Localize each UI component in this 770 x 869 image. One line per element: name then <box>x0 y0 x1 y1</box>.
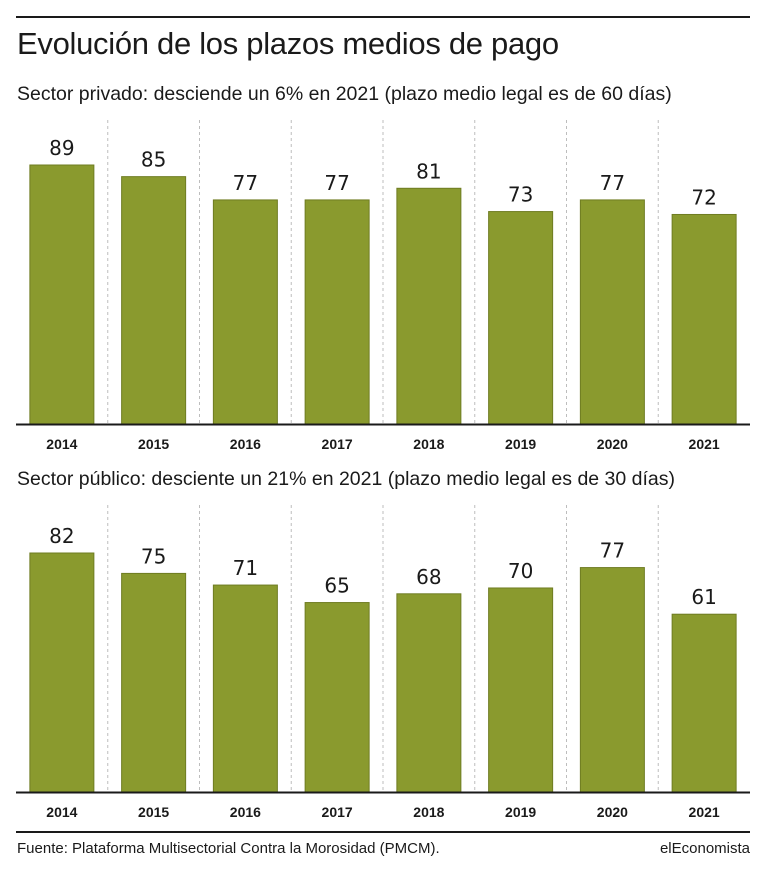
public-sector-subtitle: Sector público: desciente un 21% en 2021… <box>17 468 676 490</box>
private-data-label-2015: 85 <box>141 148 166 172</box>
public-data-label-2020: 77 <box>600 539 625 563</box>
public-bar-2020 <box>579 567 645 793</box>
brand-logo-text: elEconomista <box>659 840 750 857</box>
private-tick-label-2020: 2020 <box>597 436 628 452</box>
public-data-label-2014: 82 <box>49 524 74 548</box>
public-data-label-2016: 71 <box>233 556 258 580</box>
private-data-label-2019: 73 <box>508 183 533 207</box>
public-tick-label-2015: 2015 <box>138 804 169 820</box>
private-bar-2014 <box>29 164 95 425</box>
private-tick-label-2015: 2015 <box>138 436 169 452</box>
footer-rule <box>16 831 750 833</box>
private-tick-label-2017: 2017 <box>322 436 353 452</box>
public-bar-2019 <box>488 587 554 793</box>
private-bar-2015 <box>121 176 187 425</box>
public-tick-label-2021: 2021 <box>689 804 720 820</box>
public-data-label-2017: 65 <box>324 574 349 598</box>
private-tick-label-2019: 2019 <box>505 436 536 452</box>
private-data-label-2018: 81 <box>416 159 441 183</box>
private-tick-label-2014: 2014 <box>46 436 77 452</box>
source-note: Fuente: Plataforma Multisectorial Contra… <box>17 840 440 857</box>
private-data-label-2021: 72 <box>691 185 716 209</box>
public-data-label-2015: 75 <box>141 544 166 568</box>
public-tick-label-2017: 2017 <box>322 804 353 820</box>
public-tick-label-2019: 2019 <box>505 804 536 820</box>
public-bar-2018 <box>396 593 462 793</box>
public-data-label-2021: 61 <box>691 585 716 609</box>
private-sector-subtitle: Sector privado: desciende un 6% en 2021 … <box>17 83 672 105</box>
private-bar-2021 <box>671 213 737 425</box>
private-bar-2017 <box>304 199 370 425</box>
public-bar-2021 <box>671 613 737 793</box>
public-bar-2016 <box>212 584 278 793</box>
public-data-label-2018: 68 <box>416 565 441 589</box>
top-rule <box>16 16 750 18</box>
chart-title: Evolución de los plazos medios de pago <box>17 26 559 61</box>
public-bar-2017 <box>304 602 370 793</box>
public-tick-label-2016: 2016 <box>230 804 261 820</box>
private-bar-2019 <box>488 211 554 425</box>
public-tick-label-2018: 2018 <box>413 804 444 820</box>
public-tick-label-2020: 2020 <box>597 804 628 820</box>
private-tick-label-2016: 2016 <box>230 436 261 452</box>
private-data-label-2016: 77 <box>233 171 258 195</box>
private-bar-2016 <box>212 199 278 425</box>
private-bar-2018 <box>396 187 462 425</box>
private-sector-chart: 89 2014 85 2015 77 2016 77 2017 81 2018 73 2019 77 20… <box>16 120 750 452</box>
private-data-label-2020: 77 <box>600 171 625 195</box>
public-bar-2014 <box>29 552 95 793</box>
private-data-label-2014: 89 <box>49 136 74 160</box>
private-bar-2020 <box>579 199 645 425</box>
private-tick-label-2021: 2021 <box>689 436 720 452</box>
public-tick-label-2014: 2014 <box>46 804 77 820</box>
public-bar-2015 <box>121 572 187 793</box>
private-data-label-2017: 77 <box>324 171 349 195</box>
private-tick-label-2018: 2018 <box>413 436 444 452</box>
public-data-label-2019: 70 <box>508 559 533 583</box>
public-sector-chart: 82 2014 75 2015 71 2016 65 2017 68 2018 70 2019 77 20… <box>16 505 750 820</box>
